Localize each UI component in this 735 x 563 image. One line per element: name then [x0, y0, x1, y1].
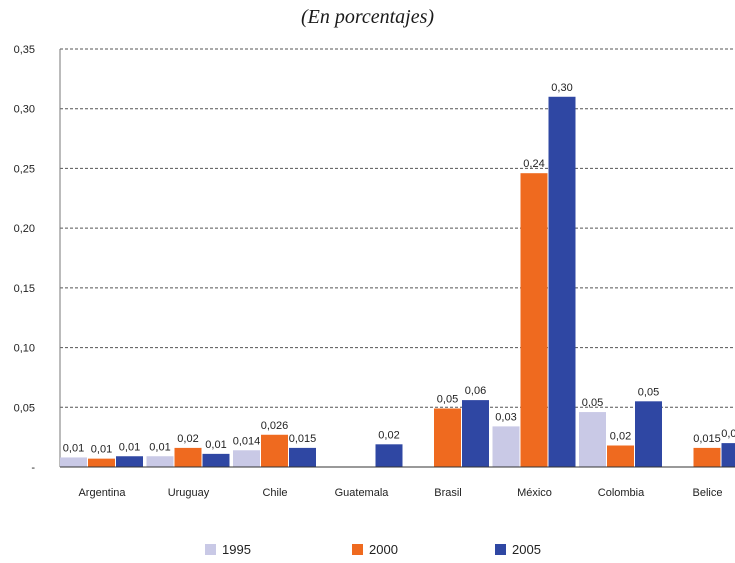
bar-2000-chile	[261, 434, 288, 467]
data-label: 0,05	[582, 397, 603, 409]
data-label: 0,019	[721, 428, 735, 440]
x-category-label: Guatemala	[335, 487, 390, 499]
bar-2000-uruguay	[174, 447, 202, 467]
x-category-label: México	[517, 487, 552, 499]
x-category-label: Uruguay	[168, 487, 210, 499]
bar-2005-méxico	[548, 96, 576, 468]
x-category-label: Brasil	[434, 487, 462, 499]
legend-label-2000: 2000	[369, 542, 398, 557]
chart-subtitle: (En porcentajes)	[300, 6, 435, 28]
legend-swatch-2000	[352, 544, 363, 555]
legend-label-2005: 2005	[512, 542, 541, 557]
data-label: 0,01	[91, 444, 112, 456]
legend: 1995 2000 2005	[205, 542, 541, 557]
bar-2000-belice	[693, 447, 721, 467]
y-tick-label: 0,05	[14, 402, 35, 414]
data-label: 0,02	[610, 431, 631, 443]
bar-2005-colombia	[635, 401, 662, 467]
x-category-label: Belice	[693, 487, 723, 499]
y-tick-label: 0,15	[14, 283, 35, 295]
bar-1995-uruguay	[146, 456, 174, 467]
bar-1995-colombia	[579, 412, 606, 467]
x-axis: Argentina Uruguay Chile Guatemala Brasil Méxi…	[60, 466, 735, 499]
data-label: 0,03	[495, 411, 516, 423]
data-label: 0,01	[63, 442, 84, 454]
data-label: 0,014	[233, 435, 261, 447]
bar-1995-chile	[233, 450, 260, 467]
data-label: 0,05	[638, 386, 659, 398]
data-label: 0,06	[465, 385, 486, 397]
data-label: 0,02	[378, 429, 399, 441]
bar-2005-guatemala	[375, 444, 403, 467]
x-category-label: Argentina	[78, 487, 126, 499]
data-label: 0,01	[119, 441, 140, 453]
grid-lines	[60, 48, 735, 408]
y-tick-label: 0,35	[14, 44, 35, 56]
data-label: 0,05	[437, 393, 458, 405]
legend-swatch-1995	[205, 544, 216, 555]
bars	[60, 96, 735, 468]
bar-2005-belice	[721, 443, 735, 467]
bar-2005-uruguay	[202, 453, 230, 467]
data-label: 0,02	[177, 433, 198, 445]
bar-1995-méxico	[492, 426, 520, 467]
x-category-label: Colombia	[598, 487, 645, 499]
data-label: 0,30	[551, 82, 572, 94]
data-label: 0,24	[523, 158, 544, 170]
bar-2000-colombia	[607, 445, 634, 467]
y-tick-label: 0,10	[14, 343, 35, 355]
bar-2005-brasil	[462, 400, 489, 467]
y-tick-label: 0,20	[14, 223, 35, 235]
data-label: 0,026	[261, 420, 289, 432]
y-tick-label: 0,30	[14, 104, 35, 116]
data-label: 0,01	[205, 439, 226, 451]
bar-2005-argentina	[116, 456, 143, 467]
legend-swatch-2005	[495, 544, 506, 555]
y-tick-label: -	[31, 462, 35, 474]
y-axis: - 0,05 0,10 0,15 0,20 0,25 0,30 0,35	[14, 44, 61, 474]
data-label: 0,01	[149, 441, 170, 453]
bar-2000-argentina	[88, 458, 115, 467]
bar-2000-méxico	[520, 173, 548, 467]
x-category-label: Chile	[262, 487, 287, 499]
y-tick-label: 0,25	[14, 163, 35, 175]
data-label: 0,015	[289, 433, 317, 445]
bar-1995-argentina	[60, 457, 87, 467]
bar-2000-brasil	[434, 408, 461, 467]
bar-2005-chile	[289, 447, 316, 467]
legend-label-1995: 1995	[222, 542, 251, 557]
data-label: 0,015	[693, 433, 721, 445]
